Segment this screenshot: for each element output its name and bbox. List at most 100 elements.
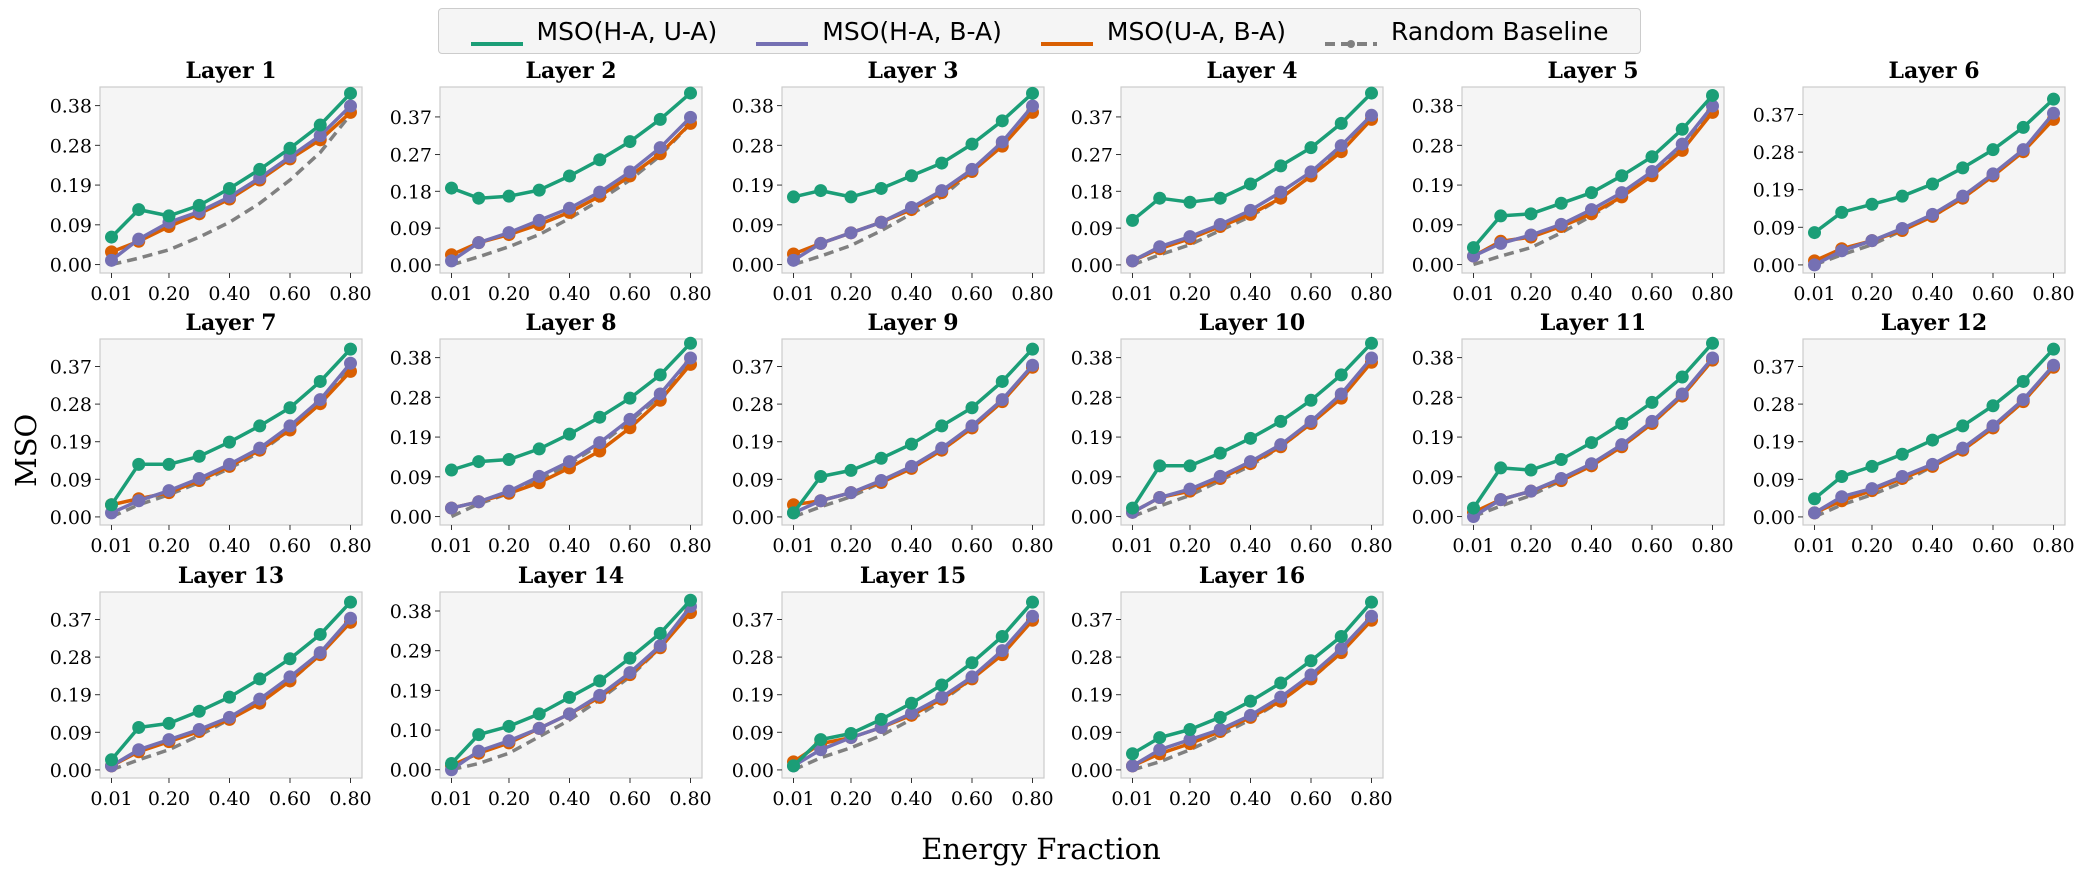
data-point-hb xyxy=(1183,733,1197,747)
data-point-hu xyxy=(874,181,888,195)
x-tick-label: 0.01 xyxy=(1793,283,1835,305)
data-point-hu xyxy=(1706,88,1720,102)
data-point-hb xyxy=(1274,690,1288,704)
x-tick-label: 0.40 xyxy=(1229,283,1271,305)
x-tick-label: 0.60 xyxy=(1972,283,2014,305)
y-tick-label: 0.19 xyxy=(390,427,432,449)
x-tick-label: 0.20 xyxy=(1169,283,1211,305)
data-point-hb xyxy=(132,232,146,246)
data-point-hu xyxy=(1304,141,1318,155)
panel-title: Layer 6 xyxy=(1888,58,1979,84)
data-point-hu xyxy=(104,498,118,512)
data-point-hu xyxy=(995,374,1009,388)
data-point-hb xyxy=(1213,469,1227,483)
data-point-hu xyxy=(1494,209,1508,223)
panel-layer-15: Layer 15 0.00 0.09 0.19 0.28 0.37 0.01 0.20 0.40… xyxy=(732,563,1054,810)
data-point-hu xyxy=(1554,452,1568,466)
x-tick-label: 0.01 xyxy=(90,535,132,557)
data-point-hu xyxy=(995,629,1009,643)
panel-title: Layer 16 xyxy=(1199,563,1305,589)
y-tick-label: 0.09 xyxy=(1753,469,1795,491)
data-point-hu xyxy=(844,463,858,477)
data-point-hu xyxy=(1213,446,1227,460)
x-tick-label: 0.80 xyxy=(1350,788,1392,810)
panel-layer-4: Layer 4 0.00 0.09 0.18 0.27 0.37 0.01 0.20 0.40 0… xyxy=(1071,58,1393,305)
data-point-hu xyxy=(786,506,800,520)
data-point-hu xyxy=(1334,116,1348,130)
y-axis-title: MSO xyxy=(9,413,43,487)
x-tick-label: 0.80 xyxy=(1011,535,1053,557)
data-point-hb xyxy=(2016,143,2030,157)
x-tick-label: 0.40 xyxy=(890,283,932,305)
data-point-hu xyxy=(1835,205,1849,219)
data-point-hb xyxy=(1675,387,1689,401)
data-point-hu xyxy=(444,181,458,195)
x-tick-label: 0.40 xyxy=(548,788,590,810)
data-point-hu xyxy=(532,707,546,721)
y-tick-label: 0.00 xyxy=(50,760,92,782)
data-point-hb xyxy=(222,457,236,471)
data-point-hb xyxy=(444,501,458,515)
y-tick-label: 0.37 xyxy=(50,356,92,378)
y-tick-label: 0.18 xyxy=(1071,181,1113,203)
data-point-hb xyxy=(313,129,327,143)
legend-item-ub: MSO(U-A, B-A) xyxy=(1040,17,1286,46)
data-point-hu xyxy=(874,712,888,726)
data-point-hb xyxy=(1835,490,1849,504)
x-tick-label: 0.01 xyxy=(430,535,472,557)
data-point-hb xyxy=(1243,708,1257,722)
data-point-hu xyxy=(1274,159,1288,173)
data-point-hu xyxy=(844,190,858,204)
x-tick-label: 0.40 xyxy=(548,535,590,557)
y-tick-label: 0.28 xyxy=(1753,394,1795,416)
legend-line-icon xyxy=(756,26,809,46)
y-tick-label: 0.37 xyxy=(50,609,92,631)
y-tick-label: 0.28 xyxy=(732,394,774,416)
panel-layer-7: Layer 7 0.00 0.09 0.19 0.28 0.37 0.01 0.20 0.40 0… xyxy=(50,310,372,557)
data-point-hu xyxy=(786,190,800,204)
data-point-hu xyxy=(684,593,698,607)
legend-line-icon xyxy=(1040,26,1093,46)
x-tick-label: 0.60 xyxy=(1631,535,1673,557)
data-point-hb xyxy=(1895,222,1909,236)
data-point-hb xyxy=(253,441,267,455)
data-point-hu xyxy=(1274,414,1288,428)
data-point-hu xyxy=(1865,197,1879,211)
legend-line-icon xyxy=(470,26,523,46)
data-point-hu xyxy=(132,203,146,217)
data-point-hb xyxy=(995,393,1009,407)
data-point-hu xyxy=(283,401,297,415)
data-point-hu xyxy=(1645,150,1659,164)
data-point-hb xyxy=(1925,207,1939,221)
data-point-hu xyxy=(562,690,576,704)
x-tick-label: 0.40 xyxy=(1570,283,1612,305)
data-point-hu xyxy=(1304,393,1318,407)
y-tick-label: 0.38 xyxy=(1071,348,1113,370)
x-tick-label: 0.20 xyxy=(1510,535,1552,557)
data-point-hu xyxy=(1365,595,1379,609)
data-point-hu xyxy=(1675,122,1689,136)
x-tick-label: 0.80 xyxy=(2032,535,2074,557)
data-point-hb xyxy=(904,459,918,473)
x-tick-label: 0.40 xyxy=(208,535,250,557)
data-point-hb xyxy=(1675,137,1689,151)
data-point-hu xyxy=(1494,461,1508,475)
data-point-hb xyxy=(344,611,358,625)
data-point-hu xyxy=(1183,459,1197,473)
y-tick-label: 0.00 xyxy=(732,507,774,529)
x-tick-label: 0.01 xyxy=(1793,535,1835,557)
panel-layer-9: Layer 9 0.00 0.09 0.19 0.28 0.37 0.01 0.20 0.40 0… xyxy=(732,310,1054,557)
data-point-hb xyxy=(283,419,297,433)
panel-layer-2: Layer 2 0.00 0.09 0.18 0.27 0.37 0.01 0.20 0.40 0… xyxy=(390,58,712,305)
legend-item-hb: MSO(H-A, B-A) xyxy=(756,17,1002,46)
panel-title: Layer 5 xyxy=(1547,58,1638,84)
data-point-hb xyxy=(162,733,176,747)
y-tick-label: 0.09 xyxy=(390,467,432,489)
y-tick-label: 0.00 xyxy=(732,255,774,277)
y-tick-label: 0.09 xyxy=(732,722,774,744)
data-point-hb xyxy=(1584,203,1598,217)
x-tick-label: 0.80 xyxy=(329,283,371,305)
data-point-hu xyxy=(562,169,576,183)
data-point-hb xyxy=(502,484,516,498)
y-tick-label: 0.19 xyxy=(732,685,774,707)
